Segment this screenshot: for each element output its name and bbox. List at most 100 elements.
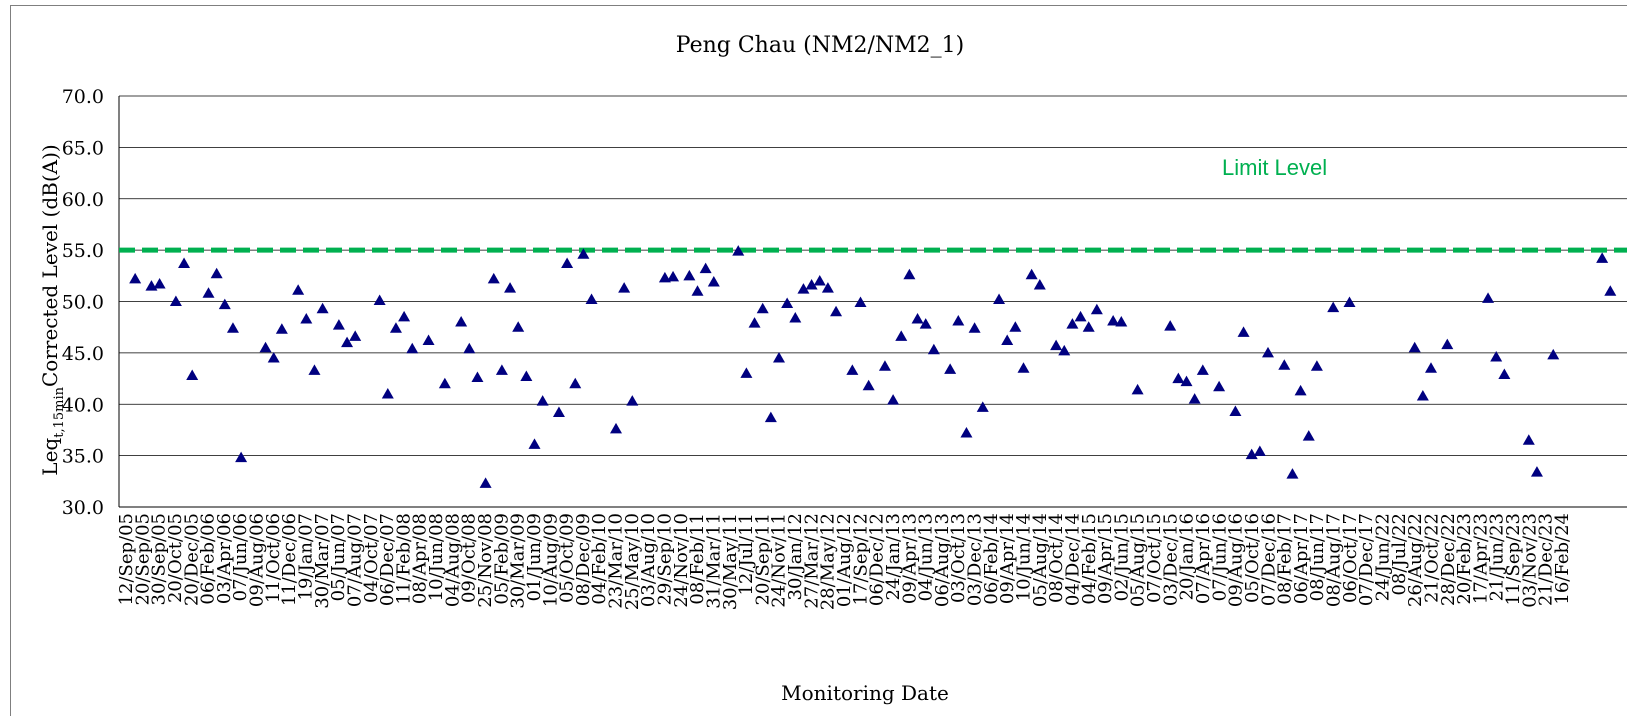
data-point xyxy=(1180,375,1193,387)
data-point xyxy=(341,336,354,348)
data-point xyxy=(878,360,891,371)
x-tick-label: 26/Aug/22 xyxy=(1405,513,1426,607)
x-axis-label: Monitoring Date xyxy=(781,681,949,705)
data-point xyxy=(1327,301,1340,313)
data-point xyxy=(373,294,386,305)
data-point xyxy=(398,310,411,322)
x-tick-label: 09/Apr/13 xyxy=(899,513,920,604)
data-point xyxy=(1172,372,1185,384)
data-point xyxy=(487,272,500,284)
x-tick-label: 05/Aug/14 xyxy=(1030,513,1051,607)
data-point xyxy=(667,270,680,282)
x-tick-label: 03/Dec/15 xyxy=(1160,513,1181,606)
chart-frame xyxy=(10,5,1627,716)
data-point xyxy=(691,285,704,296)
x-tick-label: 20/Feb/23 xyxy=(1454,513,1475,605)
data-point xyxy=(683,269,696,281)
y-tick-label: 70.0 xyxy=(62,86,104,108)
y-tick-label: 30.0 xyxy=(62,497,104,519)
data-point xyxy=(1302,430,1315,441)
x-tick-label: 20/Dec/05 xyxy=(181,513,202,606)
x-tick-label: 04/Jun/13 xyxy=(916,513,937,601)
data-point xyxy=(1025,268,1038,280)
data-point xyxy=(129,272,142,284)
x-tick-label: 17/Apr/23 xyxy=(1470,513,1491,604)
x-tick-label: 06/Oct/17 xyxy=(1340,513,1361,603)
x-tick-label: 08/Apr/08 xyxy=(410,513,431,604)
x-tick-label: 11/Dec/06 xyxy=(279,513,300,606)
data-point xyxy=(438,377,451,389)
data-point xyxy=(1294,384,1307,396)
data-point xyxy=(846,364,859,375)
x-tick-label: 21/Jun/23 xyxy=(1487,513,1508,601)
x-tick-label: 24/Jun/22 xyxy=(1373,513,1394,601)
x-tick-label: 07/Oct/15 xyxy=(1144,513,1165,603)
data-point xyxy=(781,297,794,309)
x-tick-label: 07/Jun/06 xyxy=(230,513,251,601)
x-tick-label: 11/Oct/06 xyxy=(263,513,284,603)
x-tick-label: 01/Aug/12 xyxy=(834,513,855,607)
data-point xyxy=(862,379,875,391)
data-point xyxy=(349,330,362,341)
x-tick-label: 31/Mar/11 xyxy=(703,513,724,609)
data-point xyxy=(1482,292,1495,303)
data-point xyxy=(1009,321,1022,332)
x-tick-label: 04/Feb/15 xyxy=(1079,513,1100,605)
data-point xyxy=(887,394,900,405)
data-point xyxy=(381,387,394,399)
data-point xyxy=(1033,279,1046,290)
x-tick-label: 03/Dec/13 xyxy=(965,513,986,606)
x-tick-label: 03/Aug/10 xyxy=(638,513,659,607)
x-tick-label: 01/Jun/09 xyxy=(524,513,545,601)
x-tick-label: 08/Oct/14 xyxy=(1046,513,1067,603)
x-tick-label: 06/Dec/12 xyxy=(867,513,888,606)
data-point xyxy=(1253,445,1266,457)
data-point xyxy=(1107,315,1120,326)
data-point xyxy=(178,257,191,268)
y-axis-label: Leqt,15minCorrected Level (dB(A)) xyxy=(38,144,67,475)
data-point xyxy=(699,262,712,274)
data-point xyxy=(1164,320,1177,331)
data-point xyxy=(895,330,908,341)
data-point xyxy=(1090,303,1103,315)
data-point xyxy=(1001,334,1014,346)
data-point xyxy=(520,370,533,382)
data-point xyxy=(1310,360,1323,371)
y-tick-label: 40.0 xyxy=(62,394,104,416)
x-tick-label: 09/Oct/08 xyxy=(459,513,480,603)
x-tick-label: 06/Feb/06 xyxy=(198,513,219,605)
y-tick-label: 60.0 xyxy=(62,189,104,211)
data-point xyxy=(577,248,590,259)
data-point xyxy=(332,319,345,330)
data-point xyxy=(830,305,843,317)
data-point xyxy=(854,296,867,308)
x-tick-label: 20/Sep/05 xyxy=(132,513,153,605)
x-tick-label: 08/Jun/17 xyxy=(1307,513,1328,601)
x-tick-label: 20/Jan/16 xyxy=(1177,513,1198,600)
data-point xyxy=(993,293,1006,304)
x-tick-label: 06/Aug/13 xyxy=(932,513,953,607)
x-tick-label: 03/Oct/13 xyxy=(948,513,969,603)
data-point xyxy=(927,343,940,355)
x-tick-label: 29/Sep/10 xyxy=(655,513,676,605)
x-tick-label: 19/Jan/07 xyxy=(296,513,317,600)
x-tick-label: 20/Sep/11 xyxy=(752,513,773,605)
y-tick-labels: 30.0 35.0 40.0 45.0 50.0 55.0 60.0 65.0 70.0 xyxy=(62,86,104,519)
data-point xyxy=(789,311,802,323)
data-point xyxy=(610,422,622,434)
data-point xyxy=(968,322,981,333)
x-tick-label: 08/Dec/09 xyxy=(573,513,594,606)
data-point xyxy=(1131,383,1144,395)
data-point xyxy=(952,315,965,326)
x-tick-label: 30/Mar/09 xyxy=(508,513,529,609)
data-point xyxy=(455,316,468,327)
y-axis-label-main: Leq xyxy=(38,438,62,476)
x-tick-label: 11/Sep/23 xyxy=(1503,513,1524,605)
x-tick-label: 24/Nov/10 xyxy=(671,513,692,608)
x-tick-label: 08/Aug/17 xyxy=(1324,513,1345,607)
data-point xyxy=(389,322,402,333)
x-tick-label: 30/May/11 xyxy=(720,513,741,610)
y-axis-label-rest: Corrected Level (dB(A)) xyxy=(38,144,62,387)
data-point xyxy=(1498,368,1511,379)
x-tick-label: 05/Aug/15 xyxy=(1128,513,1149,607)
